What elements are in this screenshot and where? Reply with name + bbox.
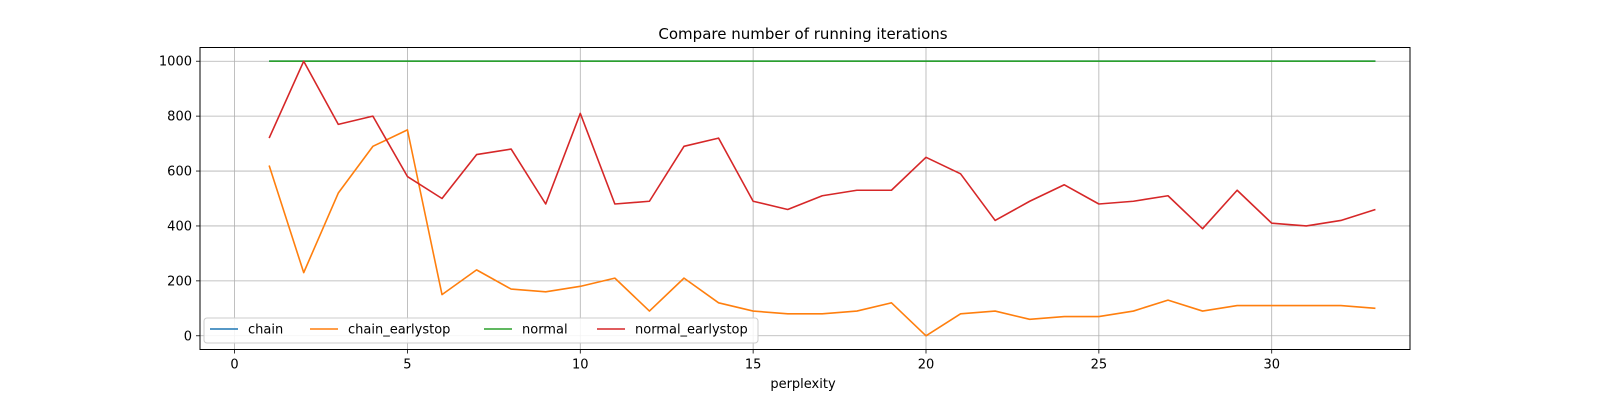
- legend: chain chain_earlystop normal normal_earlyst…: [203, 317, 759, 344]
- legend-label-normal-earlystop: normal_earlystop: [635, 323, 748, 338]
- y-tick-label: 0: [184, 329, 192, 344]
- legend-label-normal: normal: [522, 323, 568, 338]
- x-tick-label: 30: [1263, 358, 1280, 373]
- x-tick-label: 5: [403, 358, 411, 373]
- legend-label-chain-earlystop: chain_earlystop: [348, 323, 450, 338]
- grid-lines: [200, 47, 1410, 350]
- chart-title: Compare number of running iterations: [658, 25, 947, 43]
- series-line-normal-earlystop: [268, 60, 1376, 230]
- x-tick-label: 10: [572, 358, 589, 373]
- x-tick-label: 20: [918, 358, 935, 373]
- y-tick-label: 1000: [159, 55, 192, 70]
- x-tick-label: 0: [230, 358, 238, 373]
- x-tick-label: 25: [1091, 358, 1108, 373]
- y-tick-label: 400: [167, 219, 192, 234]
- series-lines: [268, 60, 1376, 337]
- y-tick-label: 200: [167, 274, 192, 289]
- series-line-chain-earlystop: [268, 129, 1376, 337]
- axis-ticks: 0 5 10 15 20 25 30 0 200 400 600 800 1000: [159, 55, 1280, 373]
- x-tick-label: 15: [745, 358, 762, 373]
- legend-box: [203, 317, 759, 344]
- legend-label-chain: chain: [248, 323, 283, 338]
- plot-frame: [199, 47, 1411, 350]
- y-tick-label: 800: [167, 110, 192, 125]
- y-tick-label: 600: [167, 165, 192, 180]
- x-axis-label: perplexity: [770, 377, 836, 392]
